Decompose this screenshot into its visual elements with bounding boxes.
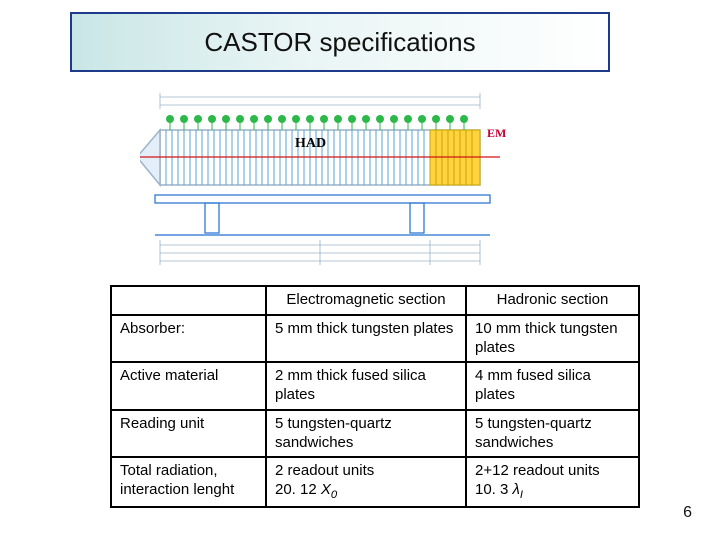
table-row: Total radiation, interaction lenght 2 re… <box>111 457 639 507</box>
cell-had: 5 tungsten-quartz sandwiches <box>466 410 639 458</box>
readout-symbol: X <box>321 481 331 498</box>
header-had: Hadronic section <box>466 286 639 315</box>
header-em: Electromagnetic section <box>266 286 466 315</box>
cell-em: 5 mm thick tungsten plates <box>266 315 466 363</box>
cell-had: 2+12 readout units 10. 3 λI <box>466 457 639 507</box>
table-row: Absorber: 5 mm thick tungsten plates 10 … <box>111 315 639 363</box>
slide-title: CASTOR specifications <box>204 27 475 58</box>
header-empty <box>111 286 266 315</box>
table-header-row: Electromagnetic section Hadronic section <box>111 286 639 315</box>
spec-table: Electromagnetic section Hadronic section… <box>110 285 640 508</box>
cell-em: 2 readout units 20. 12 X0 <box>266 457 466 507</box>
cell-em: 5 tungsten-quartz sandwiches <box>266 410 466 458</box>
cell-had: 10 mm thick tungsten plates <box>466 315 639 363</box>
diagram-had-label: HAD <box>295 136 326 151</box>
title-box: CASTOR specifications <box>70 12 610 72</box>
readout-symbol: λ <box>513 481 520 498</box>
table-row: Active material 2 mm thick fused silica … <box>111 362 639 410</box>
readout-sub: I <box>520 489 523 501</box>
page-number: 6 <box>683 504 692 522</box>
row-label: Reading unit <box>111 410 266 458</box>
row-label: Absorber: <box>111 315 266 363</box>
cell-em: 2 mm thick fused silica plates <box>266 362 466 410</box>
diagram-em-label: EM <box>487 126 506 140</box>
row-label: Active material <box>111 362 266 410</box>
table-row: Reading unit 5 tungsten-quartz sandwiche… <box>111 410 639 458</box>
readout-line1: 2 readout units <box>275 462 374 479</box>
cell-had: 4 mm fused silica plates <box>466 362 639 410</box>
castor-diagram: HAD EM <box>140 85 540 270</box>
readout-line1: 2+12 readout units <box>475 462 600 479</box>
readout-line2-prefix: 10. 3 <box>475 481 513 498</box>
row-label: Total radiation, interaction lenght <box>111 457 266 507</box>
readout-line2-prefix: 20. 12 <box>275 481 321 498</box>
readout-sub: 0 <box>331 489 337 501</box>
